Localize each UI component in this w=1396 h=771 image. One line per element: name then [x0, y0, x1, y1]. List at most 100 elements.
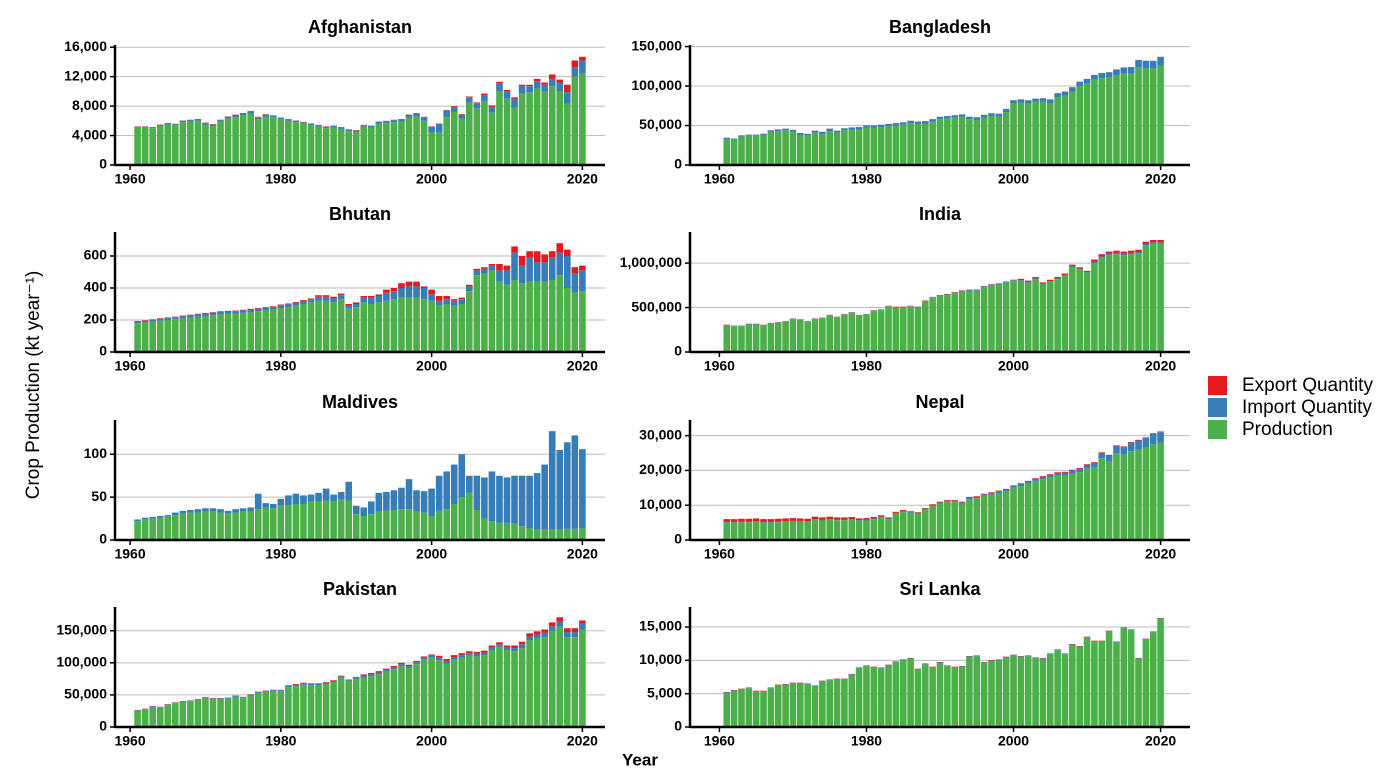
bar-segment: [966, 656, 973, 657]
bar-segment: [907, 658, 914, 659]
bar-segment: [413, 297, 420, 352]
panel-title: Bhutan: [329, 204, 391, 224]
bar-segment: [760, 691, 767, 727]
bar-segment: [899, 511, 907, 513]
bar-segment: [855, 315, 863, 352]
bar-segment: [796, 520, 804, 522]
bar-segment: [863, 314, 870, 352]
bar-segment: [481, 650, 488, 653]
bar-segment: [217, 312, 224, 315]
bar-segment: [458, 114, 466, 119]
bar-segment: [848, 519, 856, 540]
bar-segment: [1076, 268, 1084, 270]
bar-segment: [738, 136, 745, 165]
bar-segment: [209, 699, 217, 727]
bar-segment: [164, 704, 172, 706]
bar-segment: [209, 312, 217, 313]
bar-segment: [1046, 654, 1054, 727]
bar-segment: [1120, 251, 1128, 254]
bar-segment: [398, 664, 405, 667]
bar-segment: [1032, 277, 1039, 279]
bar-segment: [179, 316, 187, 319]
bar-segment: [481, 268, 488, 274]
bar-segment: [789, 683, 797, 684]
bar-segment: [1039, 101, 1047, 165]
bar-segment: [760, 522, 767, 540]
bar-segment: [892, 512, 900, 514]
bar-segment: [518, 475, 526, 527]
bar-segment: [262, 690, 270, 692]
bar-segment: [202, 312, 209, 314]
bar-segment: [579, 291, 586, 352]
bar-segment: [782, 518, 789, 522]
bar-segment: [435, 657, 443, 661]
x-tick-label: 1980: [265, 358, 296, 374]
bar-segment: [420, 299, 428, 352]
bar-segment: [156, 516, 164, 518]
bar-segment: [944, 118, 951, 165]
bar-segment: [496, 522, 503, 540]
bar-segment: [980, 662, 988, 663]
bar-segment: [390, 288, 398, 292]
x-tick-label: 2000: [416, 546, 447, 562]
bar-segment: [1105, 72, 1113, 78]
bar-segment: [541, 84, 548, 92]
x-tick-label: 2000: [416, 733, 447, 749]
bar-segment: [360, 507, 368, 516]
bar-segment: [1076, 468, 1084, 473]
bar-segment: [164, 123, 172, 125]
bar-segment: [855, 668, 863, 727]
bar-segment: [202, 123, 209, 125]
bar-segment: [1010, 280, 1017, 352]
bar-segment: [322, 682, 330, 683]
bar-segment: [496, 270, 503, 282]
bar-segment: [973, 120, 981, 165]
bar-segment: [420, 491, 428, 513]
bar-segment: [548, 78, 556, 87]
bar-segment: [473, 656, 481, 727]
bar-segment: [1135, 67, 1142, 165]
bar-segment: [315, 126, 322, 165]
bar-segment: [579, 623, 586, 630]
bar-segment: [1061, 472, 1069, 476]
bar-segment: [164, 124, 172, 165]
y-tick-label: 0: [674, 156, 682, 172]
bar-segment: [899, 122, 907, 125]
bar-segment: [914, 669, 922, 727]
bar-segment: [285, 307, 292, 352]
bar-segment: [322, 296, 330, 301]
bar-segment: [760, 325, 767, 352]
bar-segment: [921, 508, 929, 510]
bar-segment: [1017, 102, 1025, 165]
bar-segment: [450, 300, 458, 306]
bar-segment: [1046, 281, 1054, 352]
bar-segment: [892, 662, 900, 727]
bar-segment: [533, 262, 541, 282]
bar-segment: [398, 119, 405, 122]
bar-segment: [224, 510, 232, 514]
y-tick-label: 10,000: [639, 496, 682, 512]
bar-segment: [1054, 97, 1061, 165]
bar-segment: [1002, 488, 1010, 490]
bar-segment: [285, 685, 292, 688]
bar-segment: [907, 659, 914, 727]
bar-segment: [1083, 468, 1091, 540]
bar-segment: [141, 126, 149, 128]
bar-segment: [345, 681, 352, 727]
bar-segment: [1091, 79, 1098, 165]
bar-segment: [352, 131, 360, 165]
bar-segment: [247, 113, 254, 165]
bar-segment: [345, 129, 352, 132]
bar-segment: [730, 326, 738, 352]
bar-segment: [980, 493, 988, 495]
bar-segment: [571, 435, 579, 529]
bar-segment: [892, 125, 900, 165]
bar-segment: [209, 315, 217, 352]
bar-segment: [541, 91, 548, 165]
bar-segment: [254, 692, 262, 693]
y-tick-label: 100,000: [56, 654, 107, 670]
bar-segment: [307, 125, 315, 165]
bar-segment: [855, 518, 863, 521]
bar-segment: [443, 509, 450, 540]
bar-segment: [149, 707, 156, 727]
